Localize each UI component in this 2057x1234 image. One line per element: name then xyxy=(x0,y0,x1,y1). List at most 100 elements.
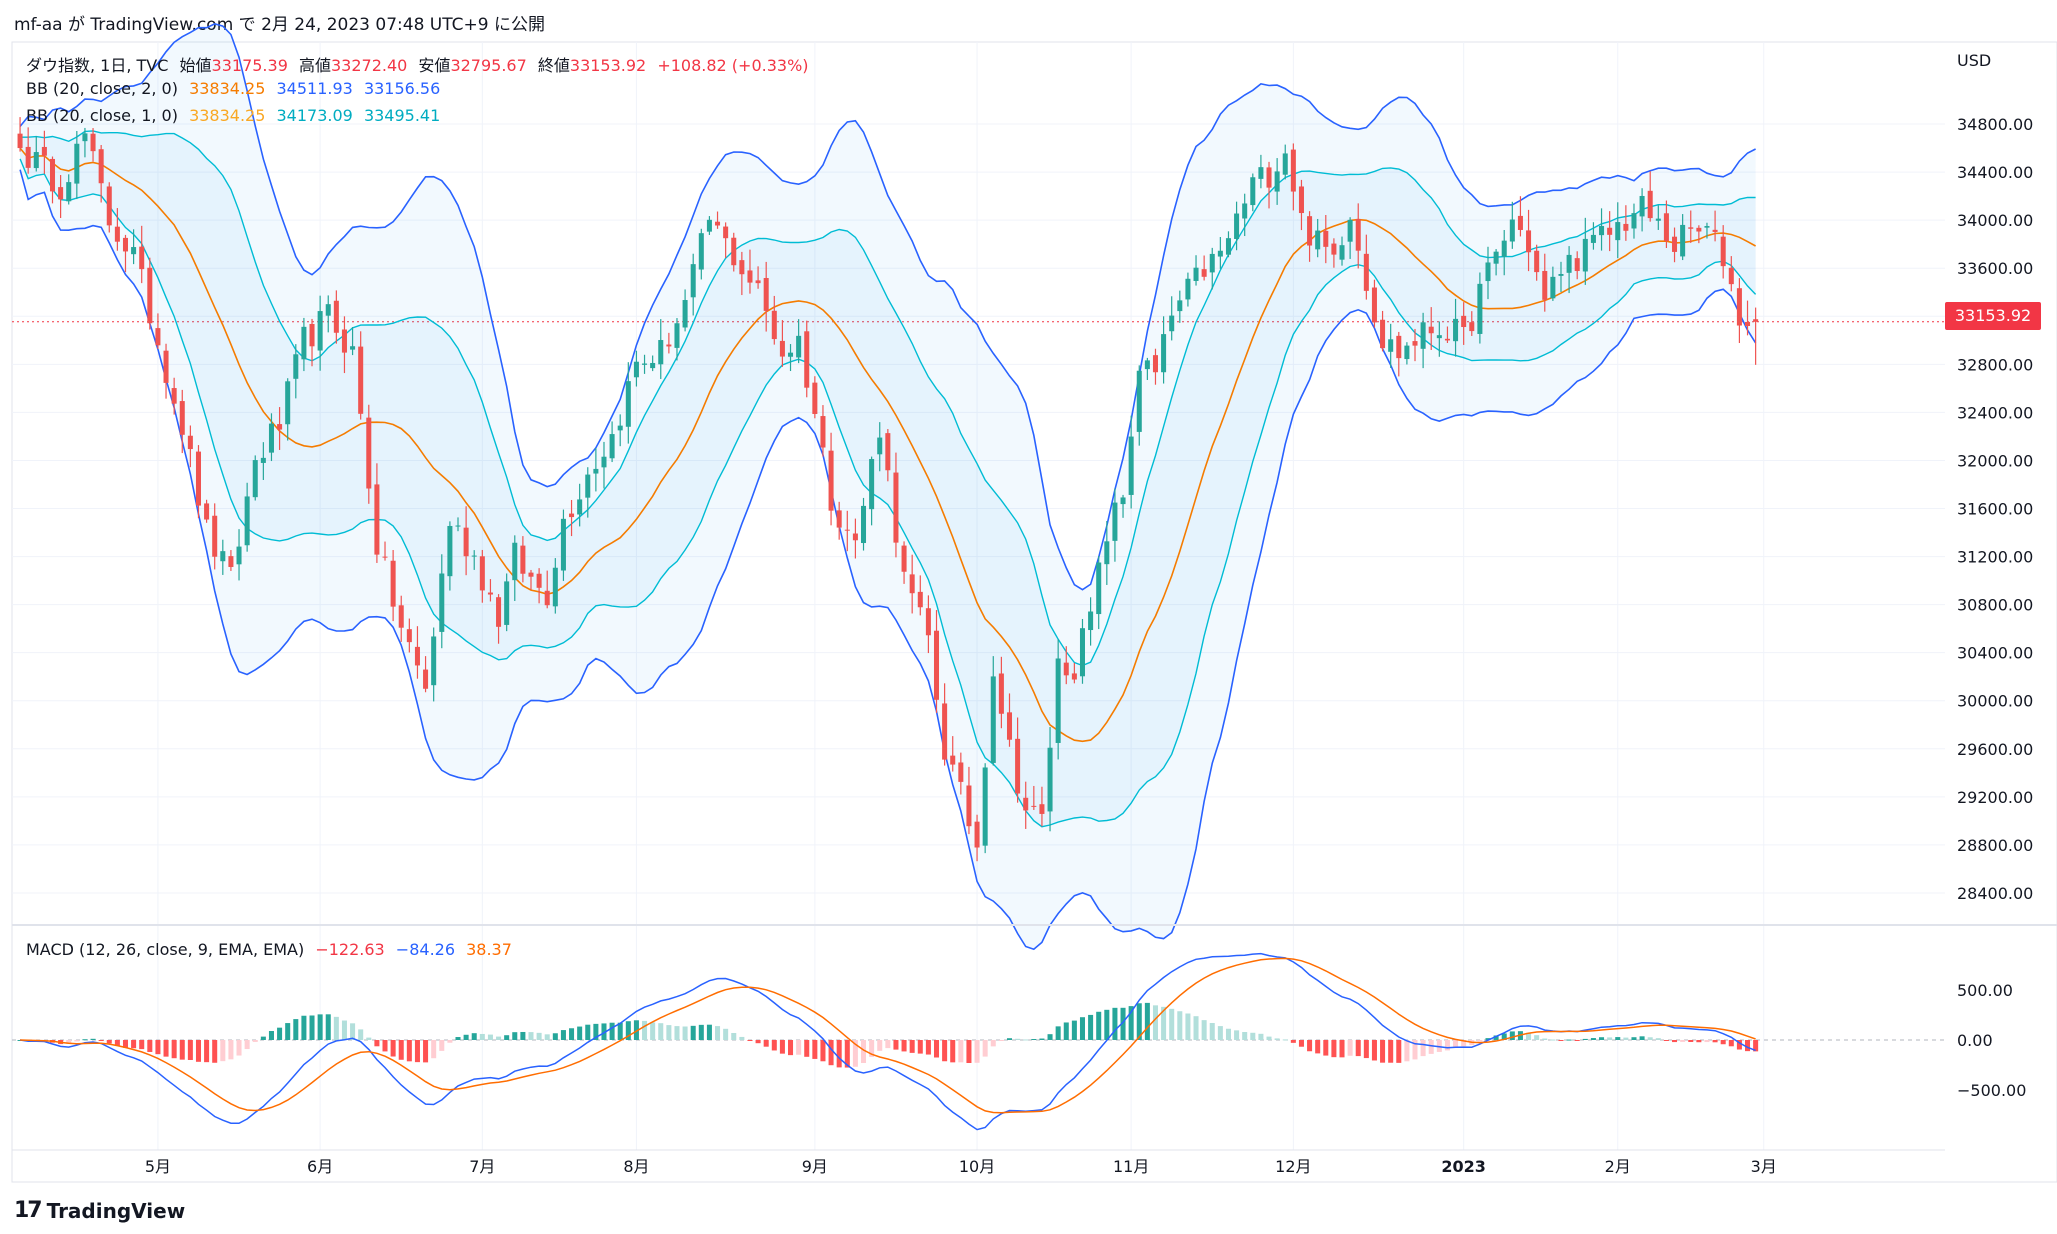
bb2-lower-line xyxy=(19,169,1757,951)
price-axis[interactable]: 34800.0034400.0034000.0033600.0033200.00… xyxy=(1957,115,2033,1100)
bb1-lower: 33495.41 xyxy=(363,106,441,125)
bb2-legend[interactable]: BB (20, close, 2, 0) 33834.25 34511.93 3… xyxy=(26,79,446,98)
candle xyxy=(990,656,996,766)
high-label: 高値 xyxy=(298,56,331,75)
macd-hist-bar xyxy=(625,1021,631,1040)
macd-hist-bar xyxy=(1388,1040,1394,1063)
macd-hist-bar xyxy=(1298,1040,1304,1047)
candle xyxy=(917,575,923,616)
candle xyxy=(998,656,1004,729)
candle xyxy=(585,467,591,518)
price-tick-label: 32400.00 xyxy=(1957,403,2033,422)
price-tick-label: 34000.00 xyxy=(1957,211,2033,230)
macd-hist-bar xyxy=(901,1040,907,1052)
macd-hist-bar xyxy=(747,1040,753,1041)
candle xyxy=(1055,639,1061,760)
macd-hist-bar xyxy=(139,1040,145,1050)
macd-hist-bar xyxy=(212,1040,218,1063)
candle xyxy=(155,313,161,349)
candle xyxy=(763,261,769,332)
macd-hist-bar xyxy=(1753,1040,1759,1052)
macd-hist-bar xyxy=(187,1040,193,1060)
macd-hist-bar xyxy=(333,1016,339,1040)
candle xyxy=(414,626,420,679)
macd-hist-bar xyxy=(1104,1009,1110,1040)
macd-hist-bar xyxy=(1371,1040,1377,1061)
price-tick-label: 31600.00 xyxy=(1957,500,2033,519)
tradingview-logo[interactable]: 17 TradingView xyxy=(14,1198,185,1223)
macd-hist-bar xyxy=(277,1027,283,1040)
macd-hist-bar xyxy=(301,1015,307,1040)
macd-hist-bar xyxy=(1363,1040,1369,1059)
macd-hist-bar xyxy=(1112,1007,1118,1040)
candle xyxy=(1355,203,1361,269)
macd-hist-bar xyxy=(1071,1020,1077,1040)
candle xyxy=(958,752,964,795)
bb2-fill xyxy=(20,23,1756,950)
macd-legend[interactable]: MACD (12, 26, close, 9, EMA, EMA) −122.6… xyxy=(26,940,518,959)
high-value: 33272.40 xyxy=(330,56,408,75)
macd-hist-bar xyxy=(431,1040,437,1059)
time-tick-label: 6月 xyxy=(307,1157,333,1176)
candle xyxy=(1655,205,1661,230)
macd-hist-bar xyxy=(796,1040,802,1055)
macd-hist-bar xyxy=(788,1040,794,1056)
macd-hist-bar xyxy=(1290,1040,1296,1043)
macd-hist-value: −122.63 xyxy=(315,940,385,959)
candle xyxy=(41,130,47,174)
candle xyxy=(1485,246,1491,300)
candle xyxy=(58,175,64,219)
candle xyxy=(90,128,96,162)
macd-hist-bar xyxy=(552,1033,558,1040)
candle xyxy=(228,550,234,571)
candle xyxy=(601,441,607,489)
macd-hist-bar xyxy=(447,1040,453,1043)
bb1-upper-line xyxy=(20,130,1756,667)
candle xyxy=(512,535,518,602)
close-value: 33153.92 xyxy=(569,56,647,75)
candle xyxy=(966,766,972,835)
candle xyxy=(1436,321,1442,357)
candle xyxy=(179,389,185,454)
macd-hist-bar xyxy=(1088,1014,1094,1040)
candle xyxy=(171,377,177,415)
candle xyxy=(1063,646,1069,685)
bb1-label: BB (20, close, 1, 0) xyxy=(26,106,178,125)
candle xyxy=(1412,328,1418,362)
time-axis[interactable]: 5月 6月 7月 8月 9月 10月 11月 12月 2023 2月 3月 xyxy=(145,1157,1777,1176)
candle xyxy=(528,569,534,590)
candle xyxy=(1209,247,1215,290)
macd-hist-bar xyxy=(982,1040,988,1057)
candle xyxy=(122,234,129,273)
candle xyxy=(1193,255,1199,286)
candle xyxy=(909,554,915,614)
candle xyxy=(1712,210,1718,242)
candle xyxy=(1728,256,1734,292)
candle xyxy=(487,579,493,602)
candle xyxy=(1550,266,1556,301)
symbol-name[interactable]: ダウ指数, 1日, TVC xyxy=(26,56,169,75)
bb2-upper-line xyxy=(19,23,1756,591)
candle xyxy=(1745,300,1751,336)
macd-hist-bar xyxy=(690,1025,696,1040)
candle xyxy=(1582,217,1588,285)
candle xyxy=(1290,143,1296,211)
bb1-legend[interactable]: BB (20, close, 1, 0) 33834.25 34173.09 3… xyxy=(26,106,446,125)
macd-hist-bar xyxy=(195,1040,201,1062)
macd-hist-bar xyxy=(1493,1035,1499,1040)
time-tick-label: 12月 xyxy=(1275,1157,1311,1176)
macd-hist-bar xyxy=(1396,1040,1402,1063)
candle xyxy=(1185,272,1191,307)
candle xyxy=(350,327,356,356)
price-tick-label: 32000.00 xyxy=(1957,451,2033,470)
candle xyxy=(974,814,980,862)
macd-hist-bar xyxy=(779,1040,785,1054)
candle xyxy=(1096,555,1102,630)
macd-hist-bar xyxy=(398,1040,404,1060)
macd-hist-bar xyxy=(285,1023,291,1040)
candle xyxy=(1461,302,1467,345)
macd-hist-bar xyxy=(1006,1038,1013,1040)
macd-hist-bar xyxy=(155,1040,161,1055)
chart-frame xyxy=(11,41,2057,1183)
